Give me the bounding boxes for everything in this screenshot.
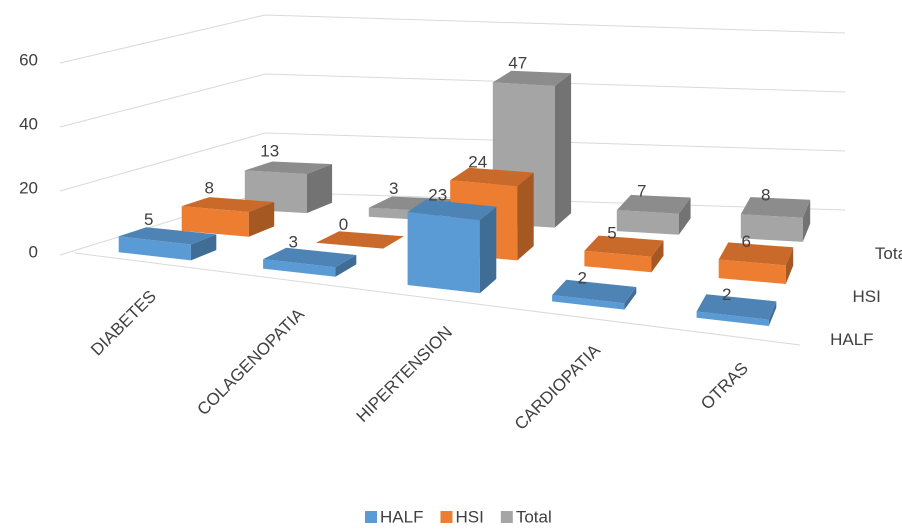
grid-line [59,132,846,192]
bar-top [181,197,275,212]
bar-top [584,235,664,257]
bar-front [584,250,652,273]
grid-line [59,73,846,128]
bar-front [118,236,191,261]
bar-side [785,247,794,284]
bar-top [244,161,333,174]
bar-side [802,199,811,242]
bar [315,231,404,249]
y-tick-label: 40 [19,114,38,133]
legend-swatch [500,511,513,523]
bar [696,294,777,326]
y-tick-label: 60 [19,50,38,69]
bar-top [740,197,811,218]
bar-front [181,206,249,237]
bar-side [335,255,357,277]
bar [552,279,637,310]
floor-edge [74,252,801,346]
bar [407,199,497,294]
data-label: 5 [144,210,153,229]
bar-front [616,210,679,235]
data-label: 3 [289,233,298,252]
bar-top [616,194,691,214]
bar-side [517,172,534,261]
bar-side [248,202,275,237]
bar [181,197,275,237]
data-label: 8 [205,179,214,198]
bar [740,197,811,242]
bar-side [678,197,691,235]
bar-top [263,247,357,268]
bar-top [407,199,497,221]
bar-front [263,259,336,277]
data-label: 47 [508,54,527,73]
legend-swatch [440,511,453,523]
bar-side [768,301,777,326]
bar [263,247,357,277]
legend-swatch [365,511,377,523]
data-label: 0 [339,215,348,234]
data-label: 13 [260,142,279,161]
depth-label: HALF [830,330,873,349]
bar-front [718,259,786,284]
data-label: 23 [428,186,447,205]
bar-side [624,287,637,310]
bar-top [552,279,637,304]
bar-side [306,164,333,214]
data-label: 2 [722,285,731,304]
grid-line [59,14,846,64]
bar-front [407,212,480,294]
bar-front [740,214,803,242]
data-label: 6 [741,232,750,251]
bar-top [315,231,404,249]
bar-side [190,234,217,261]
data-label: 5 [607,223,616,242]
bar-side [651,240,664,273]
data-label: 7 [637,181,646,200]
x-tick-label: OTRAS [697,359,752,414]
bar [718,242,794,284]
x-tick-label: HIPERTENSION [353,323,456,426]
legend-label: HSI [455,507,483,526]
bar-top [718,242,794,266]
data-label: 24 [468,153,487,172]
x-tick-label: DIABETES [87,287,160,360]
data-label: 8 [761,186,770,205]
y-tick-label: 0 [29,242,38,261]
bar-top [450,167,534,187]
bar [616,194,691,235]
bar [584,235,664,273]
legend-label: HALF [380,507,423,526]
x-tick-label: COLAGENOPATIA [193,304,308,419]
bar-top [118,227,217,245]
bar-front [696,311,769,326]
depth-label: Total [875,244,902,263]
bar-side [479,206,497,294]
data-label: 2 [577,269,586,288]
depth-label: HSI [853,287,881,306]
bar [118,227,217,261]
y-tick-label: 20 [19,178,38,197]
bar-front [552,295,625,310]
bar-top [492,70,572,86]
bar-side [554,73,572,228]
legend-label: Total [516,507,552,526]
bar-top [696,294,777,320]
x-tick-label: CARDIOPATIA [511,340,605,434]
data-label: 3 [389,179,398,198]
